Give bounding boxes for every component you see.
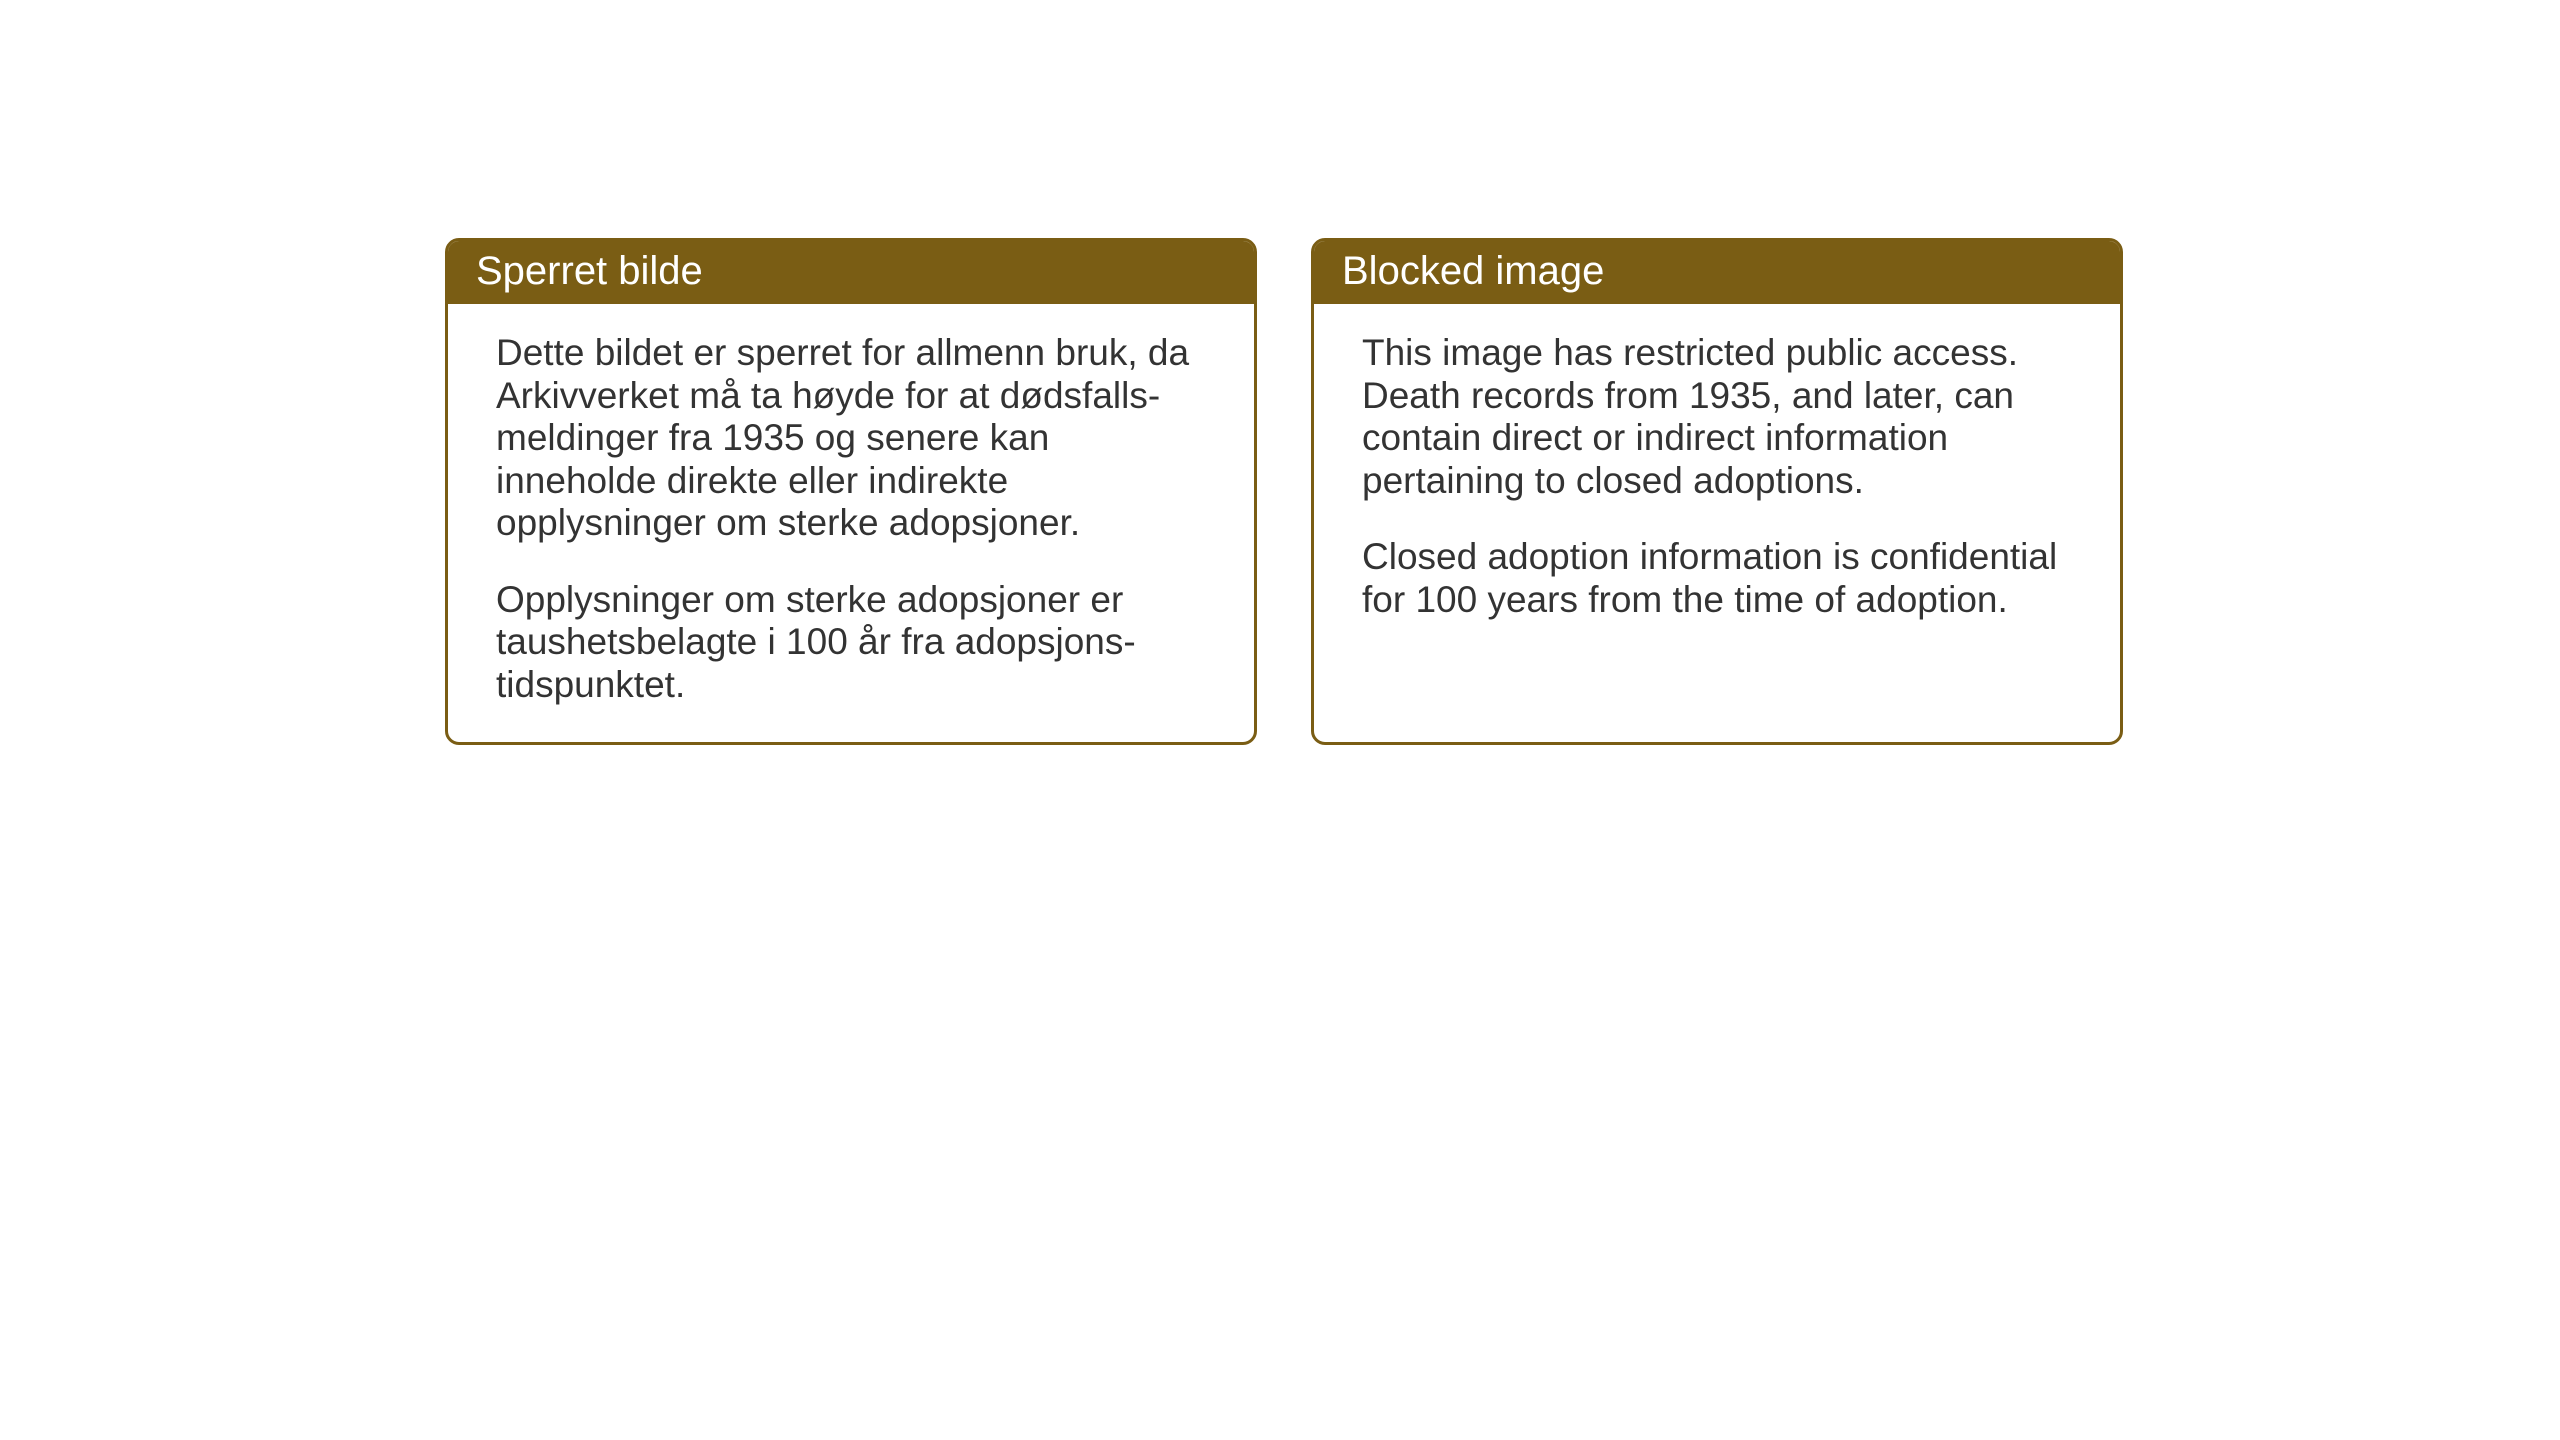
card-title-english: Blocked image xyxy=(1342,249,1604,293)
card-paragraph: This image has restricted public access.… xyxy=(1362,332,2072,502)
notice-card-norwegian: Sperret bilde Dette bildet er sperret fo… xyxy=(445,238,1257,745)
notice-card-english: Blocked image This image has restricted … xyxy=(1311,238,2123,745)
card-paragraph: Dette bildet er sperret for allmenn bruk… xyxy=(496,332,1206,545)
card-paragraph: Closed adoption information is confident… xyxy=(1362,536,2072,621)
card-paragraph: Opplysninger om sterke adopsjoner er tau… xyxy=(496,579,1206,707)
notice-cards-container: Sperret bilde Dette bildet er sperret fo… xyxy=(445,238,2123,745)
card-body-english: This image has restricted public access.… xyxy=(1314,304,2120,657)
card-body-norwegian: Dette bildet er sperret for allmenn bruk… xyxy=(448,304,1254,742)
card-header-norwegian: Sperret bilde xyxy=(448,241,1254,304)
card-title-norwegian: Sperret bilde xyxy=(476,249,703,293)
card-header-english: Blocked image xyxy=(1314,241,2120,304)
